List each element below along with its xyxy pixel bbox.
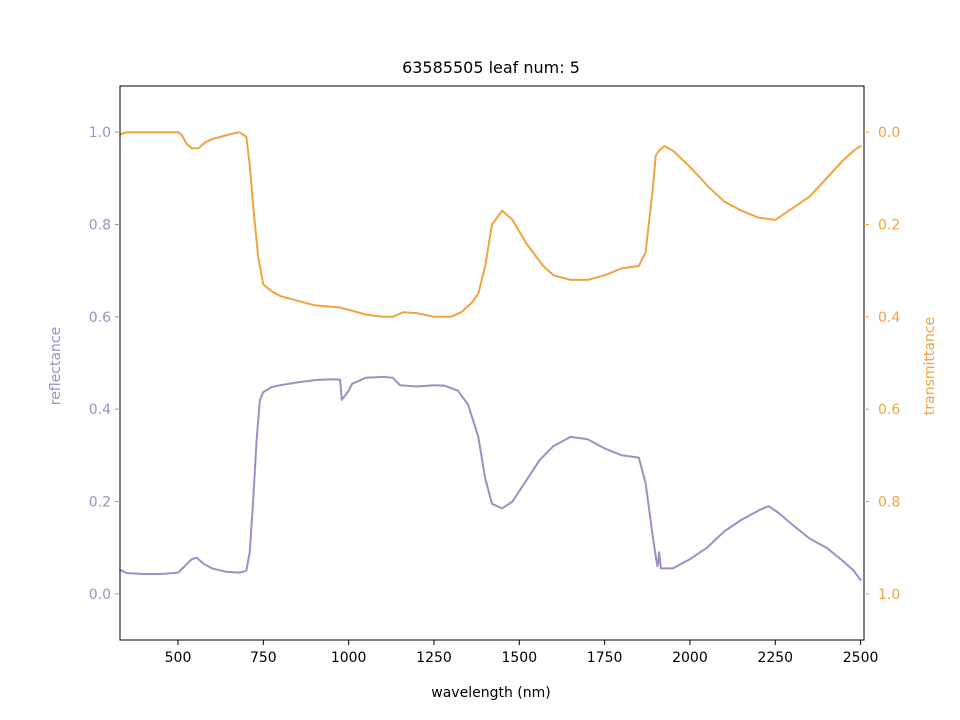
transmittance-tick-label: 0.2: [878, 218, 900, 234]
transmittance-tick-label: 1.0: [878, 587, 900, 603]
x-axis: 500 750 1000 1250 1500 1750 2000 2250 2500: [165, 640, 879, 666]
x-tick-label: 2250: [757, 650, 793, 666]
reflectance-tick-label: 0.0: [89, 587, 111, 603]
x-tick-label: 500: [165, 650, 192, 666]
reflectance-tick-label: 0.4: [89, 402, 111, 418]
transmittance-tick-label: 0.4: [878, 310, 900, 326]
transmittance-tick-label: 0.8: [878, 495, 900, 511]
x-tick-label: 2500: [843, 650, 879, 666]
chart-title: 63585505 leaf num: 5: [402, 58, 580, 77]
reflectance-tick-label: 0.2: [89, 495, 111, 511]
x-axis-label: wavelength (nm): [431, 685, 550, 701]
x-tick-label: 1250: [416, 650, 452, 666]
plot-frame: [119, 85, 865, 641]
x-tick-label: 1500: [501, 650, 537, 666]
series-line-transmittance: [119, 131, 862, 318]
series-layer: [119, 131, 862, 581]
right-y-axis: 0.0 0.2 0.4 0.6 0.8 1.0: [864, 125, 900, 603]
left-y-axis: 0.0 0.2 0.4 0.6 0.8 1.0: [89, 125, 120, 603]
x-tick-label: 750: [250, 650, 277, 666]
x-tick-label: 1750: [587, 650, 623, 666]
transmittance-tick-label: 0.6: [878, 402, 900, 418]
transmittance-tick-label: 0.0: [878, 125, 900, 141]
series-line-reflectance: [119, 375, 862, 581]
reflectance-tick-label: 1.0: [89, 125, 111, 141]
reflectance-tick-label: 0.6: [89, 310, 111, 326]
right-axis-label: transmittance: [922, 317, 938, 415]
reflectance-tick-label: 0.8: [89, 218, 111, 234]
x-tick-label: 2000: [672, 650, 708, 666]
x-tick-label: 1000: [331, 650, 367, 666]
left-axis-label: reflectance: [48, 327, 64, 405]
